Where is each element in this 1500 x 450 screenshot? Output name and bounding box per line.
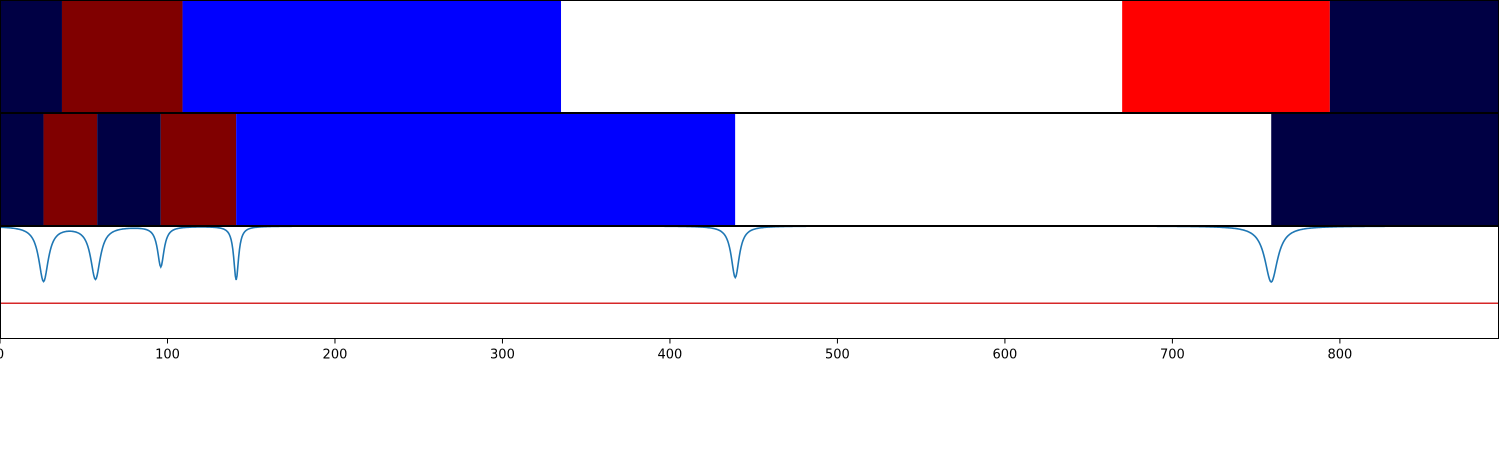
x-tick-label-800: 800 — [1327, 348, 1352, 363]
panel-frame-2 — [0, 226, 1499, 339]
band-0-segment-2 — [182, 0, 562, 112]
x-tick-label-500: 500 — [825, 348, 850, 363]
x-tick-label-200: 200 — [323, 348, 348, 363]
band-1-segment-5 — [735, 113, 1272, 225]
band-1-segment-2 — [97, 113, 161, 225]
segment-band-top — [0, 0, 1499, 112]
x-tick-label-100: 100 — [155, 348, 180, 363]
band-0-segment-3 — [561, 0, 1123, 112]
signal-panel — [0, 225, 1499, 305]
band-1-segment-3 — [160, 113, 237, 225]
panel-frame-1 — [0, 113, 1499, 226]
x-axis: 0 100 200 300 400 500 600 700 800 — [0, 338, 1352, 363]
band-0-segment-1 — [61, 0, 183, 112]
panel-frames — [0, 0, 1499, 339]
panel-frame-0 — [0, 0, 1499, 113]
segment-band-middle — [0, 113, 1499, 225]
x-tick-label-400: 400 — [658, 348, 683, 363]
x-tick-label-0: 0 — [0, 348, 4, 363]
band-1-segment-1 — [43, 113, 98, 225]
x-tick-label-700: 700 — [1160, 348, 1185, 363]
x-tick-label-600: 600 — [993, 348, 1018, 363]
band-1-segment-6 — [1271, 113, 1499, 225]
band-0-segment-4 — [1122, 0, 1330, 112]
signal-line — [0, 225, 1499, 284]
band-1-segment-4 — [236, 113, 736, 225]
band-0-segment-5 — [1329, 0, 1499, 112]
x-tick-label-300: 300 — [490, 348, 515, 363]
band-1-segment-0 — [0, 113, 44, 225]
band-0-segment-0 — [0, 0, 62, 112]
